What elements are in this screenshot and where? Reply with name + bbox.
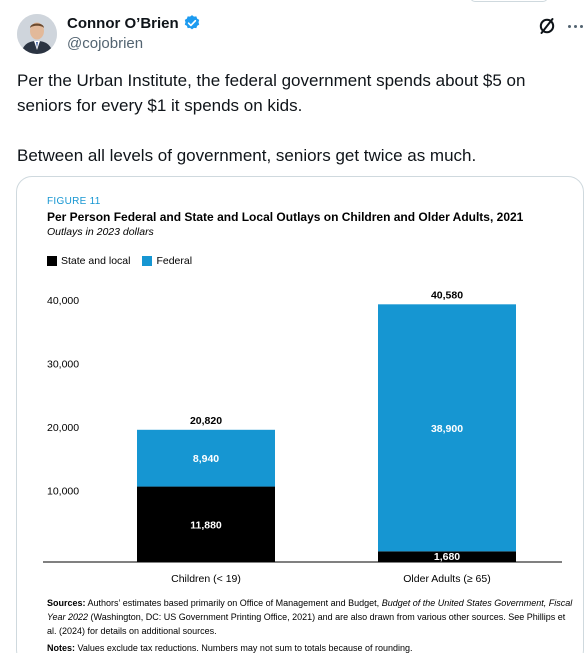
author-avatar[interactable] (17, 14, 57, 54)
sources-text-1: Authors’ estimates based primarily on Of… (85, 598, 382, 608)
author-handle[interactable]: @cojobrien (67, 35, 144, 52)
tweet-paragraph-2: Between all levels of government, senior… (17, 146, 477, 165)
notes-text: Values exclude tax reductions. Numbers m… (75, 643, 413, 653)
figure-label: FIGURE 11 (47, 196, 101, 207)
more-dot (579, 24, 583, 28)
bar-total-label: 20,820 (190, 415, 222, 427)
more-dot (573, 24, 577, 28)
legend-swatch-federal (142, 256, 153, 266)
y-tick-label: 40,000 (47, 295, 79, 307)
legend-label-state-local: State and local (61, 255, 131, 267)
legend-item-federal: Federal (142, 255, 192, 267)
x-tick-label: Older Adults (≥ 65) (403, 573, 490, 585)
legend-swatch-state-local (47, 256, 57, 266)
bar-segment (378, 304, 516, 552)
tweet-paragraph-1: Per the Urban Institute, the federal gov… (17, 71, 526, 115)
bar-segment (137, 486, 275, 562)
verified-badge-icon (184, 15, 199, 30)
figure-subtitle: Outlays in 2023 dollars (47, 226, 154, 238)
grok-icon[interactable] (537, 16, 557, 36)
y-tick-label: 10,000 (47, 486, 79, 498)
bar-segment (137, 429, 275, 487)
tweet-text: Per the Urban Institute, the federal gov… (17, 68, 577, 168)
figure-notes: Notes: Values exclude tax reductions. Nu… (47, 641, 575, 653)
chart-legend: State and local Federal (47, 255, 204, 267)
bar-segment-label: 8,940 (193, 453, 219, 465)
legend-label-federal: Federal (156, 255, 193, 267)
bar-segment-label: 1,680 (434, 551, 460, 563)
x-tick-label: Children (< 19) (171, 573, 241, 585)
figure-title: Per Person Federal and State and Local O… (47, 210, 524, 224)
y-tick-label: 20,000 (47, 422, 79, 434)
bar-segment-label: 38,900 (431, 423, 463, 435)
sources-label: Sources: (47, 598, 86, 608)
sources-text-2: (Washington, DC: US Government Printing … (47, 612, 566, 636)
bar-segment-label: 11,880 (190, 519, 222, 531)
author-name[interactable]: Connor O’Brien (67, 14, 201, 32)
avatar-photo (17, 14, 57, 54)
y-tick-label: 30,000 (47, 359, 79, 371)
previous-tweet-button-edge (470, 0, 548, 2)
figure-sources: Sources: Authors’ estimates based primar… (47, 596, 575, 638)
sources-italic: Budget of the United States Government, … (47, 598, 573, 622)
legend-item-state-local: State and local (47, 255, 130, 267)
stacked-bar-chart: 10,000 20,000 30,000 40,000 11,880 8,940 20,82… (43, 289, 562, 585)
more-dot (567, 24, 571, 28)
bar-segment (378, 551, 516, 562)
notes-label: Notes: (47, 643, 76, 653)
author-name-text[interactable]: Connor O’Brien (67, 14, 179, 32)
more-options-icon[interactable] (565, 16, 585, 36)
bar-total-label: 40,580 (431, 289, 463, 301)
tweet-media-image[interactable]: FIGURE 11 Per Person Federal and State a… (16, 176, 584, 653)
